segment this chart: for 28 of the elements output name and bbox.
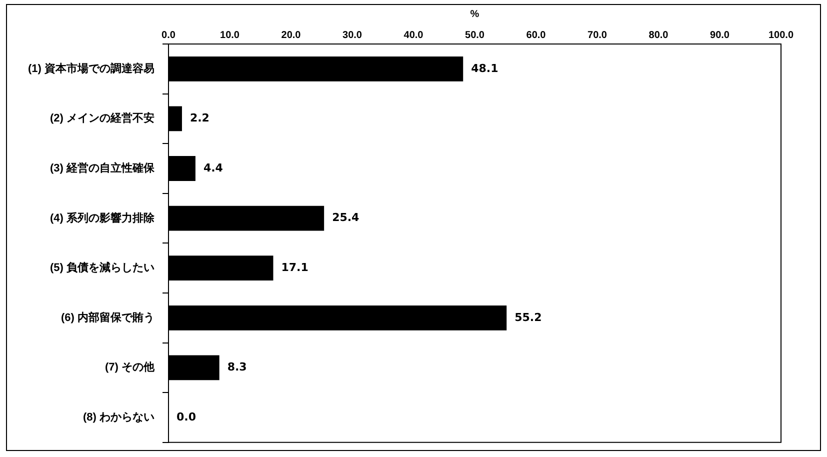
x-tick-label: 0.0: [162, 30, 176, 41]
data-label: 2.2: [190, 112, 210, 125]
x-axis-title: %: [470, 8, 480, 20]
y-tick-label: (3) 経営の自立性確保: [50, 162, 156, 175]
data-label: 25.4: [332, 211, 360, 224]
x-tick-label: 100.0: [768, 30, 794, 41]
y-tick-label: (1) 資本市場での調達容易: [28, 62, 154, 75]
x-tick-label: 20.0: [281, 30, 302, 41]
y-tick-label: (4) 系列の影響力排除: [50, 211, 156, 224]
y-tick-label: (7) その他: [105, 360, 156, 374]
y-tick-label: (2) メインの経営不安: [50, 112, 154, 125]
data-label: 55.2: [514, 310, 542, 324]
data-label: 17.1: [281, 260, 308, 274]
x-tick-label: 10.0: [220, 30, 240, 41]
data-label: 4.4: [203, 161, 224, 174]
y-tick-label: (8) わからない: [83, 412, 154, 424]
x-tick-label: 30.0: [342, 30, 362, 41]
x-tick-label: 40.0: [404, 30, 424, 41]
data-label: 8.3: [227, 360, 247, 374]
x-tick-label: 60.0: [526, 30, 546, 41]
data-label: 0.0: [176, 410, 196, 424]
x-tick-label: 50.0: [465, 30, 485, 41]
x-tick-label: 70.0: [588, 30, 608, 41]
x-tick-label: 90.0: [710, 30, 730, 41]
x-tick-label: 80.0: [648, 30, 669, 41]
y-tick-label: (6) 内部留保で賄う: [61, 310, 154, 324]
data-label: 48.1: [471, 62, 498, 75]
y-tick-label: (5) 負債を減らしたい: [50, 261, 154, 274]
